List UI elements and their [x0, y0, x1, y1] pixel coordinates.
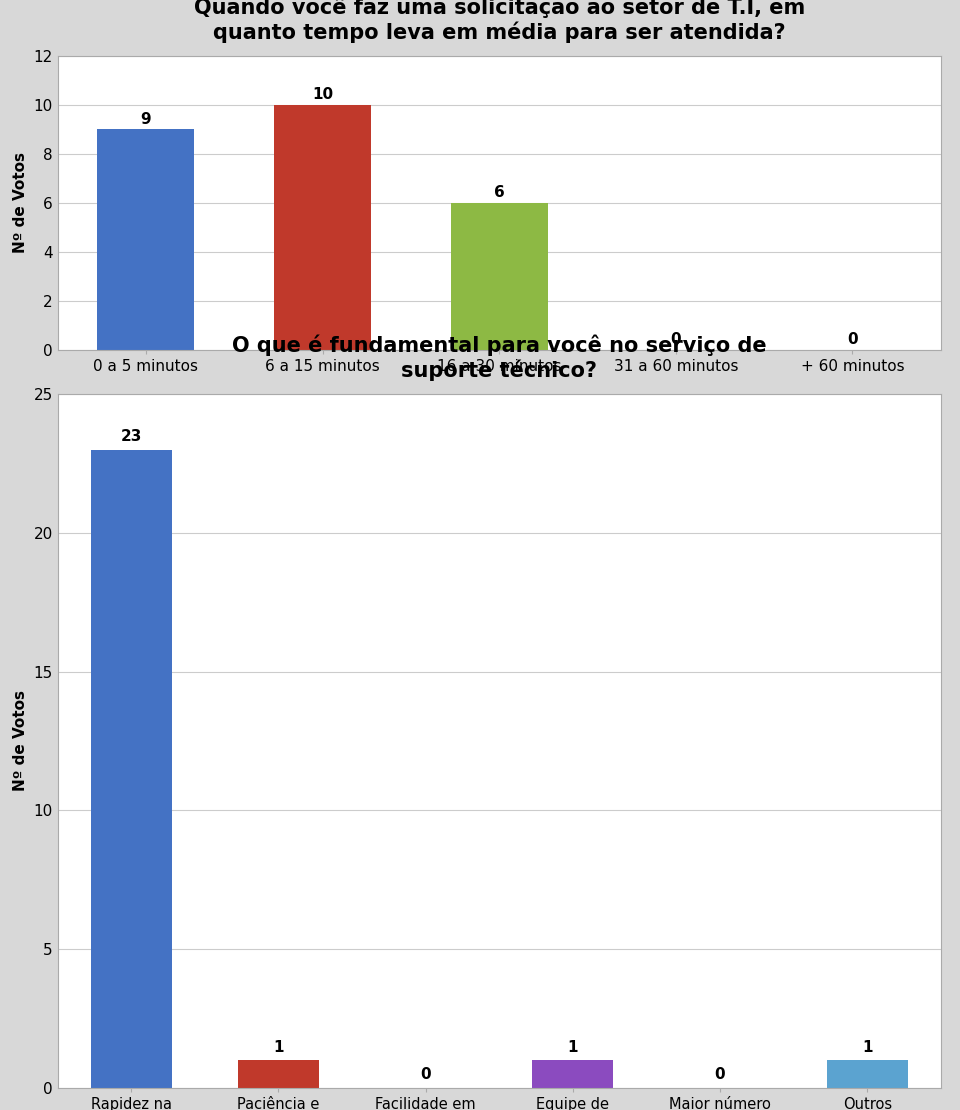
- Bar: [827, 1060, 907, 1088]
- Text: 0: 0: [847, 332, 858, 347]
- Text: 0: 0: [420, 1067, 431, 1082]
- Title: O que é fundamental para você no serviço de
suporte técnico?: O que é fundamental para você no serviço…: [232, 335, 766, 382]
- Text: 1: 1: [567, 1039, 578, 1054]
- Text: 10: 10: [312, 87, 333, 102]
- Text: 0: 0: [714, 1067, 726, 1082]
- Text: 6: 6: [493, 185, 505, 200]
- Y-axis label: Nº de Votos: Nº de Votos: [12, 690, 28, 791]
- Bar: [238, 1060, 319, 1088]
- Text: 9: 9: [140, 112, 152, 127]
- Text: 23: 23: [121, 428, 142, 444]
- Bar: [450, 202, 548, 350]
- Bar: [90, 450, 172, 1088]
- Text: 0: 0: [670, 332, 682, 347]
- Bar: [97, 129, 195, 350]
- Y-axis label: Nº de Votos: Nº de Votos: [12, 152, 28, 253]
- Text: 1: 1: [274, 1039, 283, 1054]
- Text: 1: 1: [862, 1039, 873, 1054]
- Title: Quando você faz uma solicitação ao setor de T.I, em
quanto tempo leva em média p: Quando você faz uma solicitação ao setor…: [194, 0, 804, 43]
- Bar: [274, 104, 372, 350]
- Bar: [532, 1060, 613, 1088]
